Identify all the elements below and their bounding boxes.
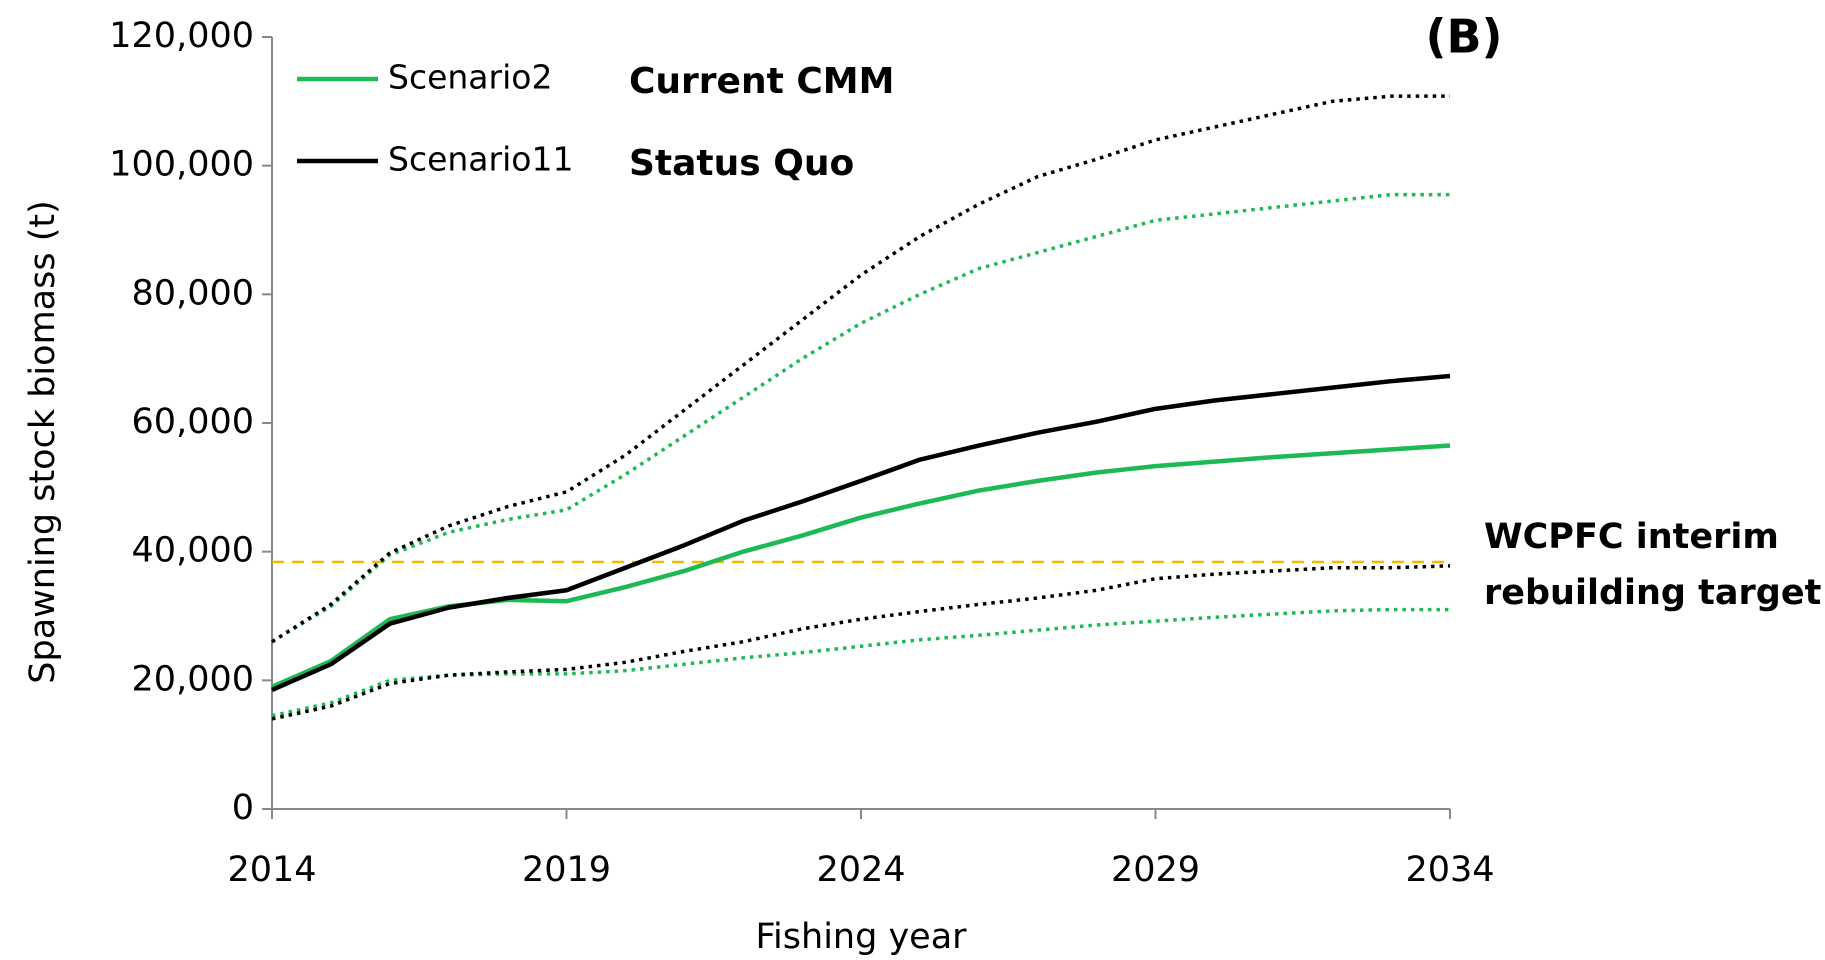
x-tick-label: 2024 <box>816 850 905 890</box>
bound-line <box>271 607 1450 718</box>
x-tick-label: 2034 <box>1405 850 1494 890</box>
legend-label: Scenario2 <box>388 58 552 97</box>
legend-label: Scenario11 <box>388 140 573 179</box>
x-tick-label: 2014 <box>227 850 316 890</box>
y-tick-label: 40,000 <box>132 531 254 571</box>
y-tick-label: 80,000 <box>132 273 254 313</box>
x-tick-label: 2019 <box>522 850 611 890</box>
bound-line <box>271 564 1451 721</box>
bound-line <box>271 192 1450 644</box>
panel-label: (B) <box>1425 10 1502 64</box>
y-tick-label: 100,000 <box>109 145 254 185</box>
y-axis-title: Spawning stock biomass (t) <box>23 200 63 683</box>
y-tick-label: 120,000 <box>109 16 254 56</box>
series-annotation: Current CMM <box>629 61 894 102</box>
y-tick-label: 0 <box>232 788 254 828</box>
target-label: WCPFC interim <box>1484 517 1779 557</box>
target-label: rebuilding target <box>1484 573 1821 613</box>
x-tick-label: 2029 <box>1111 850 1200 890</box>
series-annotation: Status Quo <box>629 143 854 184</box>
y-tick-label: 20,000 <box>132 659 254 699</box>
x-axis-title: Fishing year <box>755 917 967 957</box>
y-tick-label: 60,000 <box>132 402 254 442</box>
series-line <box>271 373 1451 693</box>
